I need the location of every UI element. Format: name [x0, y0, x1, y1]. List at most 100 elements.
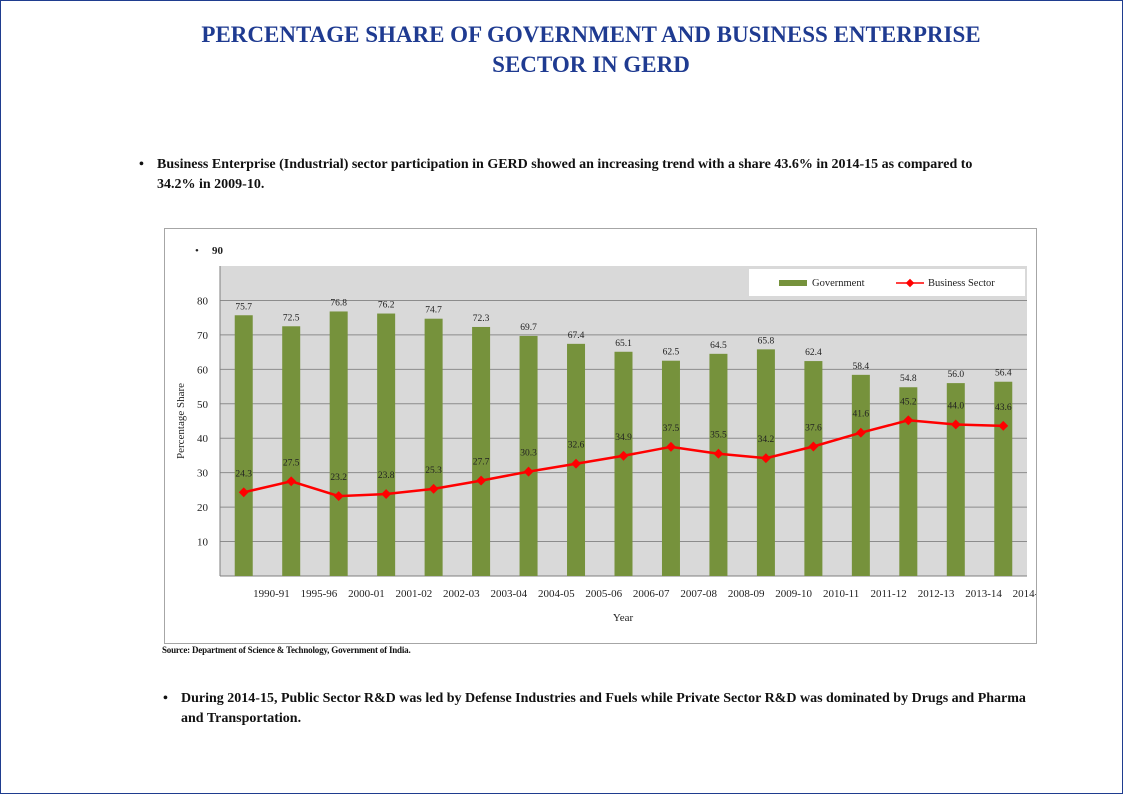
y-tick-label: 50: [197, 399, 209, 411]
line-data-label: 34.2: [758, 435, 775, 445]
bar-government: [282, 326, 301, 576]
x-tick-label: 2002-03: [443, 588, 480, 600]
x-tick-label: 2007-08: [680, 588, 717, 600]
line-data-label: 34.9: [615, 433, 632, 443]
bar-data-label: 65.8: [758, 336, 775, 346]
chart-container: 10 20 30 40 50 60 70 80 • 90 75.7 72.5 76.8 76.2 74.7 7…: [164, 228, 1050, 644]
line-data-label: 30.3: [520, 449, 537, 459]
point-business-sector: [476, 475, 487, 486]
x-tick-label: 2014-15: [1013, 588, 1036, 600]
bar-government: [424, 318, 443, 576]
line-data-label: 44.0: [947, 401, 964, 411]
title-line-2: SECTOR IN GERD: [492, 52, 690, 77]
bar-data-label: 74.7: [425, 306, 442, 316]
line-data-label: 24.3: [235, 469, 252, 479]
point-business-sector: [571, 458, 581, 469]
bar-data-label: 76.2: [378, 301, 395, 311]
point-business-sector: [760, 453, 771, 464]
point-business-sector: [333, 491, 344, 502]
bar-data-label: 75.7: [235, 302, 252, 312]
bar-data-label: 56.0: [947, 370, 964, 380]
bar-data-label: 72.5: [283, 313, 300, 323]
page-title: PERCENTAGE SHARE OF GOVERNMENT AND BUSIN…: [60, 20, 1122, 80]
x-tick-label: 2004-05: [538, 588, 575, 600]
x-tick-label: 2006-07: [633, 588, 670, 600]
line-data-label: 25.3: [425, 466, 442, 476]
point-business-sector: [808, 441, 819, 452]
point-business-sector: [238, 487, 249, 498]
chart-svg: 10 20 30 40 50 60 70 80 • 90 75.7 72.5 76.8 76.2 74.7 7…: [175, 245, 1050, 624]
y-tick-label: 40: [197, 433, 209, 445]
legend-label-business-sector: Business Sector: [928, 278, 995, 289]
line-data-label: 23.2: [330, 473, 347, 483]
legend-swatch-government: [779, 280, 807, 286]
bar-data-label: 56.4: [995, 369, 1012, 379]
line-data-label: 32.6: [568, 441, 585, 451]
bullet-point-2: • During 2014-15, Public Sector R&D was …: [163, 689, 1031, 729]
bar-government: [994, 381, 1013, 576]
x-tick-label: 2001-02: [396, 588, 433, 600]
x-tick-label: 2011-12: [870, 588, 906, 600]
x-tick-label: 1995-96: [301, 588, 338, 600]
bar-data-label: 62.4: [805, 348, 822, 358]
y-tick-label: 80: [197, 295, 209, 307]
bullet-icon: •: [163, 691, 168, 706]
x-tick-label: 2013-14: [965, 588, 1002, 600]
point-business-sector: [618, 450, 629, 461]
y-tick-label: 10: [197, 537, 209, 549]
line-data-label: 27.7: [473, 458, 490, 468]
bar-data-label: 58.4: [853, 362, 870, 372]
x-tick-label: 2000-01: [348, 588, 385, 600]
bar-government: [472, 326, 491, 576]
y-axis-title: Percentage Share: [175, 383, 187, 459]
bar-government: [519, 335, 538, 576]
bullet-point-1: • Business Enterprise (Industrial) secto…: [139, 155, 1007, 195]
x-tick-label: 2012-13: [918, 588, 955, 600]
point-business-sector: [998, 420, 1009, 431]
line-data-label: 41.6: [853, 410, 870, 420]
bar-data-label: 69.7: [520, 323, 537, 333]
x-tick-label: 2008-09: [728, 588, 765, 600]
line-data-label: 37.6: [805, 423, 822, 433]
bar-data-label: 64.5: [710, 341, 727, 351]
bar-data-label: 72.3: [473, 314, 490, 324]
line-data-label: 43.6: [995, 403, 1012, 413]
bullet-text-1: Business Enterprise (Industrial) sector …: [157, 157, 973, 192]
bar-government: [709, 353, 728, 576]
title-line-1: PERCENTAGE SHARE OF GOVERNMENT AND BUSIN…: [201, 22, 981, 47]
point-business-sector: [428, 483, 439, 494]
line-data-label: 27.5: [283, 458, 300, 468]
y-tick-label: 60: [197, 364, 209, 376]
bar-government: [234, 315, 253, 576]
line-data-label: 45.2: [900, 397, 917, 407]
x-axis-title: Year: [613, 612, 634, 624]
x-tick-label: 2005-06: [585, 588, 622, 600]
x-tick-label: 1990-91: [253, 588, 290, 600]
bar-government: [946, 383, 965, 576]
bar-data-label: 65.1: [615, 339, 632, 349]
bar-government: [851, 374, 870, 576]
point-business-sector: [523, 466, 534, 477]
line-data-label: 37.5: [663, 424, 680, 434]
point-business-sector: [855, 427, 866, 438]
bar-government: [329, 311, 348, 576]
y-tick-label: 70: [197, 330, 209, 342]
line-data-label: 23.8: [378, 471, 395, 481]
x-tick-label: 2009-10: [775, 588, 812, 600]
y-tick-label: 30: [197, 468, 209, 480]
line-data-label: 35.5: [710, 431, 727, 441]
x-tick-label: 2010-11: [823, 588, 859, 600]
y-tick-bullet: •: [195, 245, 199, 257]
bar-data-label: 54.8: [900, 374, 917, 384]
bar-data-label: 62.5: [663, 348, 680, 358]
bar-government: [899, 387, 918, 576]
y-tick-label: 20: [197, 502, 209, 514]
point-business-sector: [666, 441, 676, 452]
bullet-icon: •: [139, 157, 144, 172]
bullet-text-2: During 2014-15, Public Sector R&D was le…: [181, 691, 1026, 726]
bar-government: [661, 360, 680, 576]
y-tick-label: 90: [212, 245, 224, 257]
bar-data-label: 76.8: [330, 298, 347, 308]
point-business-sector: [950, 419, 961, 430]
point-business-sector: [713, 448, 724, 459]
